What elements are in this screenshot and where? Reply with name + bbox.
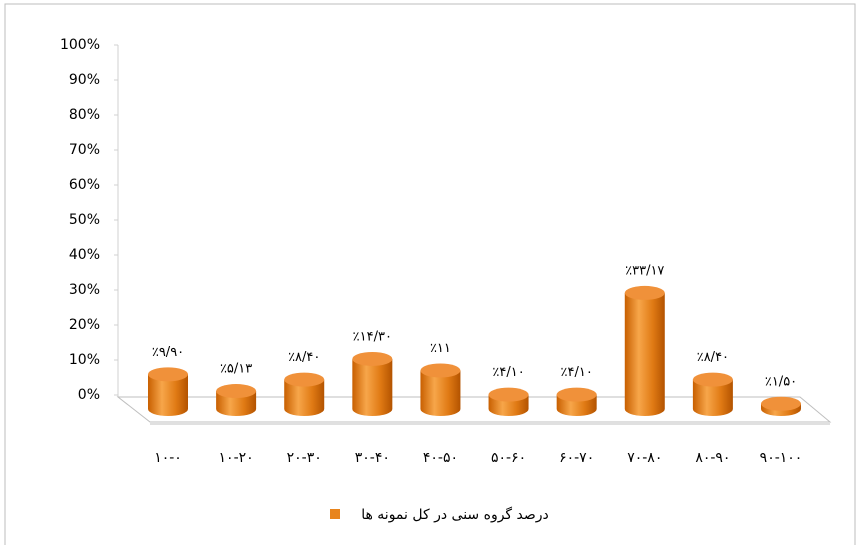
y-tick-label: 30% [69, 282, 100, 298]
y-tick-label: 50% [69, 212, 100, 228]
value-label: ٪۱۱ [430, 341, 451, 356]
legend-swatch [330, 509, 340, 519]
x-tick-label: ۹۰-۱۰۰ [760, 450, 803, 466]
chart-frame [4, 3, 856, 545]
bar [216, 391, 257, 416]
y-tick-label: 90% [69, 72, 100, 88]
x-tick-label: ۳۰-۴۰ [355, 450, 390, 466]
value-label: ٪۵/۱۳ [220, 362, 252, 377]
value-label: ٪۴/۱۰ [492, 365, 524, 380]
bar-top [556, 387, 597, 402]
bar [692, 379, 733, 416]
bar-top [761, 396, 801, 411]
y-tick-label: 10% [69, 352, 100, 368]
y-tick-label: 70% [69, 142, 100, 158]
y-tick-label: 0% [78, 387, 100, 403]
bar [624, 292, 665, 416]
bar-top [692, 372, 733, 387]
floor-edge [150, 422, 830, 425]
x-tick-label: ۲۰-۳۰ [287, 450, 322, 466]
x-tick-label: ۷۰-۸۰ [627, 450, 662, 466]
value-label: ٪۸/۴۰ [288, 350, 320, 365]
value-label: ٪۴/۱۰ [561, 365, 593, 380]
y-tick-label: 80% [69, 107, 100, 123]
bar [284, 379, 325, 416]
x-tick-label: ۵۰-۶۰ [491, 450, 526, 466]
legend-label: درصد گروه سنی در کل نمونه ها [361, 506, 549, 523]
bar-top [352, 351, 393, 366]
x-tick-label: ۴۰-۵۰ [423, 450, 458, 466]
bar [148, 374, 188, 416]
y-tick-label: 40% [69, 247, 100, 263]
x-tick-label: ۶۰-۷۰ [559, 450, 594, 466]
x-tick-label: ۱۰-۲۰ [219, 450, 254, 466]
bar-top [284, 372, 325, 387]
y-tick-label: 100% [60, 37, 100, 53]
bar-top [488, 387, 529, 402]
value-label: ٪۸/۴۰ [697, 350, 729, 365]
bar [420, 370, 461, 416]
y-tick-label: 20% [69, 317, 100, 333]
value-label: ٪۹/۹۰ [152, 345, 184, 360]
bar-top [148, 367, 188, 382]
value-label: ٪۱/۵۰ [765, 374, 797, 389]
x-tick-label: ۸۰-۹۰ [695, 450, 730, 466]
bar-top [216, 384, 257, 399]
value-label: ٪۱۴/۳۰ [353, 329, 392, 344]
x-tick-label: ۱۰-۰ [154, 450, 182, 466]
value-label: ٪۳۳/۱۷ [625, 263, 664, 278]
bar-top [624, 285, 665, 300]
bar [352, 358, 393, 416]
y-tick-label: 60% [69, 177, 100, 193]
bar-top [420, 363, 461, 378]
